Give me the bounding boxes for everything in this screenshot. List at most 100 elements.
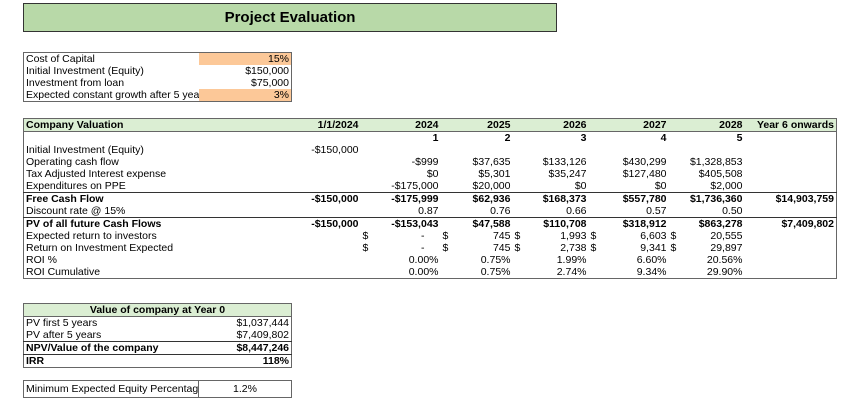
value-cell — [361, 144, 441, 156]
value-cell: $62,936 — [440, 192, 513, 205]
value-cell: $863,278 — [668, 217, 745, 230]
value-cell — [745, 205, 837, 218]
company-value-amount: 118% — [198, 354, 292, 368]
min-equity-value[interactable]: 1.2% — [233, 383, 257, 395]
column-header: 1/1/2024 — [278, 118, 361, 132]
company-value-table: Value of company at Year 0 PV first 5 yea… — [23, 303, 293, 368]
value-cell — [745, 254, 837, 266]
value-cell: 0.87 — [418, 205, 439, 217]
value-cell — [441, 144, 513, 156]
input-value[interactable]: 15% — [198, 52, 292, 65]
valuation-row: Expected return to investors $ - $745 $1,993… — [24, 230, 837, 242]
valuation-row: Initial Investment (Equity) -$150,000 — [24, 144, 837, 156]
valuation-header: Company Valuation 1/1/2024 2024 2025 2026 202… — [23, 118, 837, 132]
value-cell: 0.57 — [646, 205, 667, 217]
value-cell: 0.66 — [566, 205, 587, 217]
column-header: 2024 — [360, 118, 441, 132]
value-cell: $37,635 — [472, 156, 511, 168]
value-cell — [279, 242, 361, 254]
value-cell: $2,000 — [710, 180, 743, 192]
value-cell: 6.60% — [636, 254, 667, 266]
year-number — [745, 132, 837, 145]
row-label: Expected return to investors — [26, 230, 157, 242]
valuation-row: Operating cash flow -$999 $37,635 $133,126 $… — [24, 156, 837, 168]
value-cell — [745, 144, 837, 156]
value-cell: $0 — [654, 180, 667, 192]
input-label: Expected constant growth after 5 years — [26, 89, 199, 101]
input-value[interactable]: $150,000 — [245, 65, 289, 77]
row-label: Operating cash flow — [26, 156, 119, 168]
value-cell — [513, 144, 589, 156]
input-label: Investment from loan — [26, 77, 125, 89]
currency-symbol: $ — [670, 230, 677, 242]
value-cell: $5,301 — [478, 168, 511, 180]
company-value-label: NPV/Value of the company — [23, 341, 199, 355]
value-cell: $2,738 — [513, 242, 589, 254]
year-number-row: 1 2 3 4 5 — [24, 132, 837, 145]
company-value-amount: $7,409,802 — [236, 329, 290, 341]
value-cell: 20.56% — [706, 254, 743, 266]
value-text: 29,897 — [710, 242, 743, 254]
value-cell: -$150,000 — [278, 217, 361, 230]
value-cell — [745, 180, 837, 193]
value-cell: 29.90% — [706, 266, 743, 278]
row-label: Free Cash Flow — [23, 192, 279, 205]
value-cell: $14,903,759 — [744, 192, 837, 205]
row-label: ROI Cumulative — [26, 266, 101, 278]
min-equity-label: Minimum Expected Equity Percentage — [23, 380, 199, 398]
row-label: Expenditures on PPE — [26, 180, 126, 192]
value-cell: 0.75% — [480, 266, 511, 278]
value-cell — [745, 242, 837, 254]
value-text: 1,993 — [560, 230, 587, 242]
company-value-title: Value of company at Year 0 — [23, 303, 292, 317]
column-header: Year 6 onwards — [744, 118, 837, 132]
value-cell: $ - — [361, 230, 441, 242]
value-cell: $47,588 — [440, 217, 513, 230]
value-cell — [745, 230, 837, 242]
row-label: ROI % — [26, 254, 57, 266]
company-value-amount: $1,037,444 — [236, 317, 290, 329]
company-value-row: PV after 5 years $7,409,802 — [24, 329, 292, 342]
value-cell — [279, 254, 361, 266]
row-label: Initial Investment (Equity) — [26, 144, 144, 156]
value-cell: $430,299 — [622, 156, 667, 168]
currency-symbol: $ — [514, 230, 521, 242]
input-row: Initial Investment (Equity) $150,000 — [24, 65, 292, 77]
valuation-row: ROI Cumulative 0.00% 0.75% 2.74% 9.34% 29.90% — [24, 266, 837, 279]
column-header: 2027 — [588, 118, 669, 132]
value-cell: -$153,043 — [360, 217, 441, 230]
inputs-table: Cost of Capital 15% Initial Investment (Eq… — [23, 52, 292, 102]
value-cell — [745, 168, 837, 180]
value-cell: 0.50 — [722, 205, 743, 217]
page-title: Project Evaluation — [23, 3, 557, 32]
company-value-row: NPV/Value of the company $8,447,246 — [23, 341, 292, 355]
year-number: 1 — [432, 132, 439, 144]
value-cell: $0 — [426, 168, 439, 180]
input-value[interactable]: 3% — [198, 89, 292, 102]
value-cell: $20,555 — [669, 230, 745, 242]
row-label: Return on Investment Expected — [26, 242, 174, 254]
value-cell: $1,328,853 — [689, 156, 743, 168]
company-value-row: PV first 5 years $1,037,444 — [24, 317, 292, 330]
value-cell: $133,126 — [542, 156, 587, 168]
input-value[interactable]: $75,000 — [251, 77, 289, 89]
value-cell: $29,897 — [669, 242, 745, 254]
value-cell: 0.00% — [408, 266, 439, 278]
value-cell: $557,780 — [588, 192, 669, 205]
value-text: 2,738 — [560, 242, 587, 254]
input-row: Cost of Capital 15% — [24, 52, 292, 65]
currency-symbol: $ — [442, 230, 449, 242]
value-cell — [279, 230, 361, 242]
currency-symbol: $ — [514, 242, 521, 254]
currency-symbol: $ — [670, 242, 677, 254]
value-text: 9,341 — [640, 242, 667, 254]
value-cell: $0 — [574, 180, 587, 192]
value-cell: $6,603 — [589, 230, 669, 242]
valuation-row: Discount rate @ 15% 0.87 0.76 0.66 0.57 0.50 — [24, 205, 837, 218]
value-cell: $405,508 — [698, 168, 743, 180]
value-cell: $110,708 — [512, 217, 589, 230]
currency-symbol: $ — [362, 230, 369, 242]
valuation-row: ROI % 0.00% 0.75% 1.99% 6.60% 20.56% — [24, 254, 837, 266]
value-cell — [745, 266, 837, 279]
company-value-label: PV first 5 years — [26, 317, 98, 329]
